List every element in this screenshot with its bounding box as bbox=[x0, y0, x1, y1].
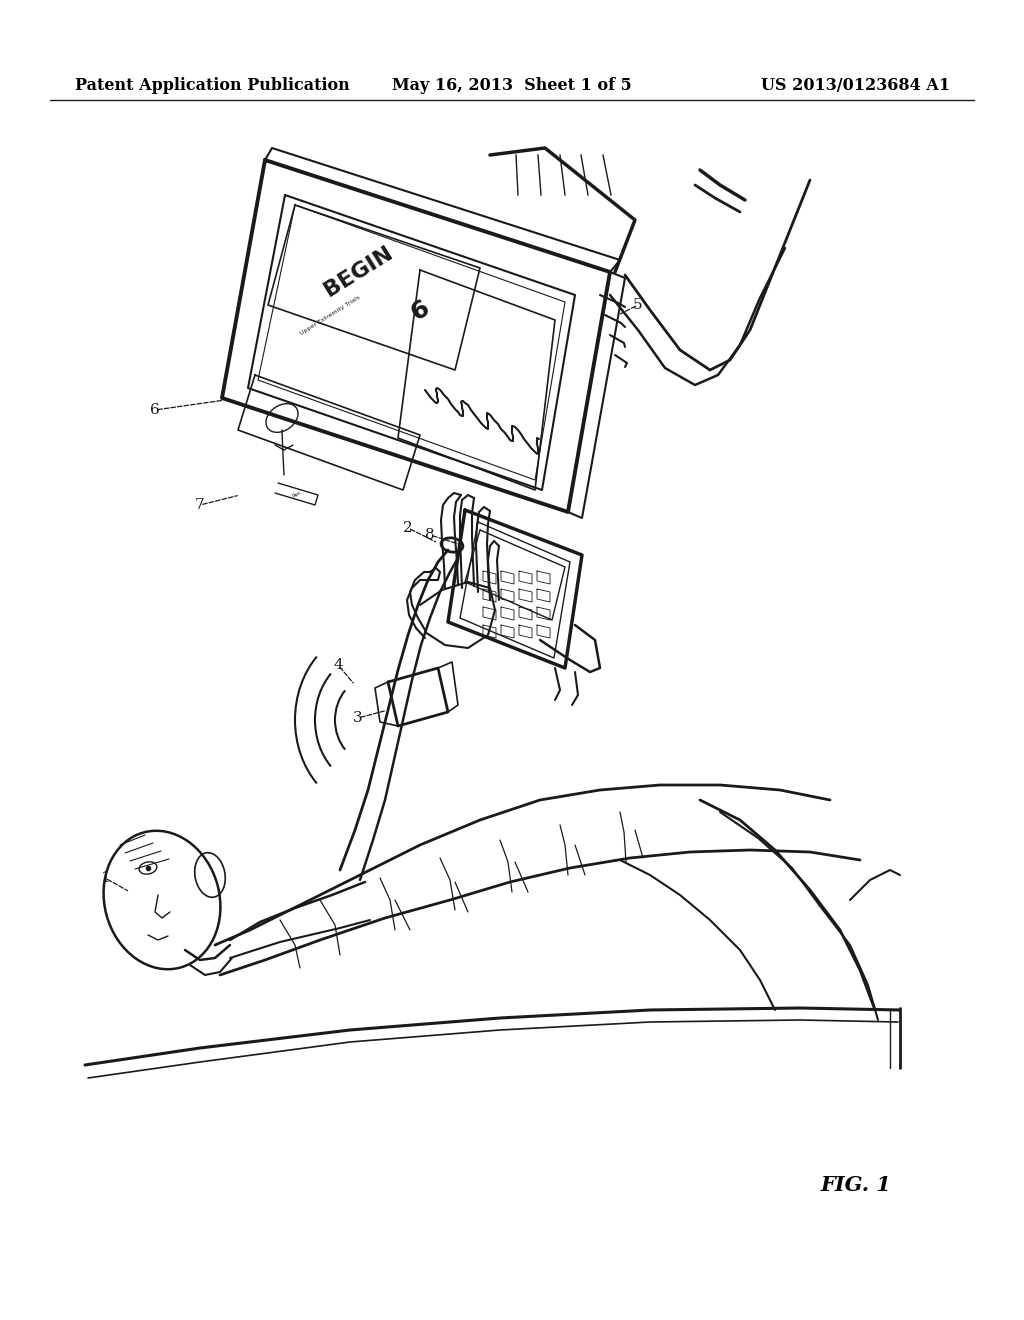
Text: Upper Extremity Trials: Upper Extremity Trials bbox=[299, 294, 360, 335]
Text: 5: 5 bbox=[633, 298, 643, 312]
Text: 6: 6 bbox=[151, 403, 160, 417]
Text: 2: 2 bbox=[403, 521, 413, 535]
Text: BEGIN: BEGIN bbox=[321, 243, 396, 301]
Text: 8: 8 bbox=[425, 528, 435, 543]
Text: US 2013/0123684 A1: US 2013/0123684 A1 bbox=[761, 77, 950, 94]
Text: 6: 6 bbox=[407, 296, 434, 325]
Text: 4: 4 bbox=[333, 657, 343, 672]
Text: May 16, 2013  Sheet 1 of 5: May 16, 2013 Sheet 1 of 5 bbox=[392, 77, 632, 94]
Text: 7: 7 bbox=[196, 498, 205, 512]
Text: 1: 1 bbox=[100, 871, 110, 884]
Text: Patent Application Publication: Patent Application Publication bbox=[75, 77, 350, 94]
Text: Rec: Rec bbox=[292, 490, 302, 499]
Text: 3: 3 bbox=[353, 711, 362, 725]
Text: FIG. 1: FIG. 1 bbox=[820, 1175, 891, 1195]
